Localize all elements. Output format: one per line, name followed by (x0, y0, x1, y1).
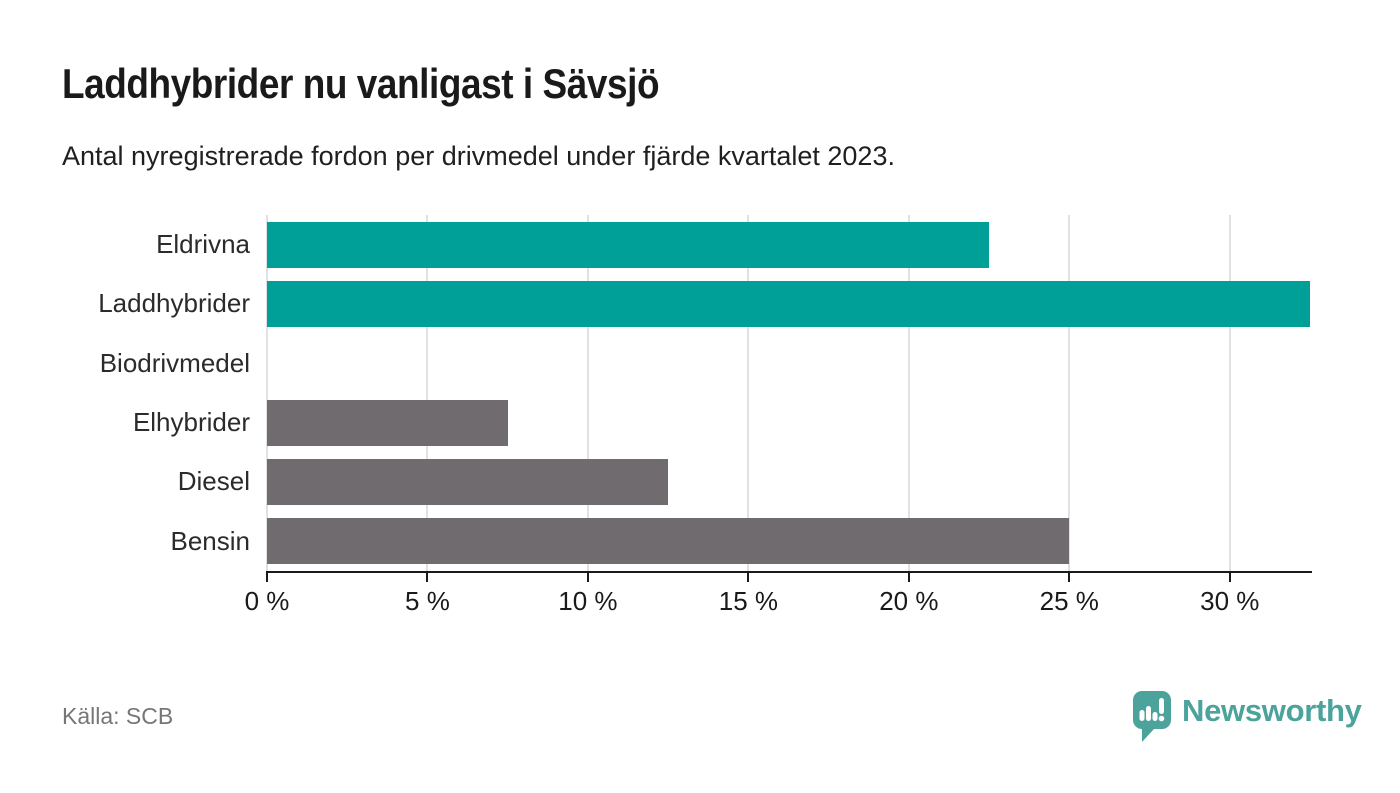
x-tick-label-25: 25 % (1039, 586, 1099, 616)
category-axis: Eldrivna Laddhybrider Biodrivmedel Elhybrid… (0, 215, 250, 571)
bar-row-biodrivmedel (267, 334, 1310, 393)
bar-bensin (267, 518, 1070, 565)
gridline-15 (747, 215, 750, 571)
category-label-laddhybrider: Laddhybrider (98, 288, 250, 319)
gridline-25 (1068, 215, 1071, 571)
x-tick-mark-20 (907, 573, 910, 582)
gridline-20 (907, 215, 910, 571)
newsworthy-logo: Newsworthy (1133, 691, 1362, 743)
x-tick-label-10: 10 % (558, 586, 618, 616)
x-axis-line (266, 571, 1312, 573)
bar-row-bensin (267, 512, 1310, 571)
x-tick-mark-5 (426, 573, 429, 582)
x-tick-label-5: 5 % (405, 586, 450, 616)
x-tick-label-20: 20 % (879, 586, 939, 616)
newsworthy-logo-icon (1133, 691, 1171, 742)
gridline-5 (426, 215, 429, 571)
bar-diesel (267, 458, 669, 505)
bar-chart-plot-area (266, 215, 1310, 571)
x-tick-label-0: 0 % (244, 586, 290, 616)
x-tick-label-30: 30 % (1200, 586, 1260, 616)
chart-title: Laddhybrider nu vanligast i Sävsjö (62, 60, 660, 107)
bar-row-diesel (267, 452, 1310, 511)
x-tick-mark-30 (1228, 573, 1231, 582)
gridline-0 (266, 215, 268, 571)
chart-subtitle: Antal nyregistrerade fordon per drivmede… (62, 141, 895, 171)
bar-row-elhybrider (267, 393, 1310, 452)
bar-elhybrider (267, 399, 508, 446)
category-label-biodrivmedel: Biodrivmedel (99, 347, 250, 378)
category-label-diesel: Diesel (177, 466, 250, 497)
x-tick-mark-10 (586, 573, 589, 582)
category-label-bensin: Bensin (170, 525, 251, 556)
x-tick-label-15: 15 % (718, 586, 779, 616)
category-label-elhybrider: Elhybrider (132, 407, 250, 438)
bar-row-laddhybrider (267, 274, 1310, 333)
gridline-30 (1228, 215, 1231, 571)
source-note: Källa: SCB (62, 703, 174, 729)
category-label-eldrivna: Eldrivna (156, 229, 250, 260)
bar-row-eldrivna (267, 215, 1310, 274)
gridline-10 (586, 215, 589, 571)
x-tick-mark-0 (266, 573, 268, 582)
bar-laddhybrider (267, 280, 1310, 327)
x-tick-mark-25 (1068, 573, 1071, 582)
x-tick-mark-15 (747, 573, 750, 582)
bar-eldrivna (267, 221, 990, 268)
newsworthy-logo-text: Newsworthy (1182, 693, 1362, 728)
